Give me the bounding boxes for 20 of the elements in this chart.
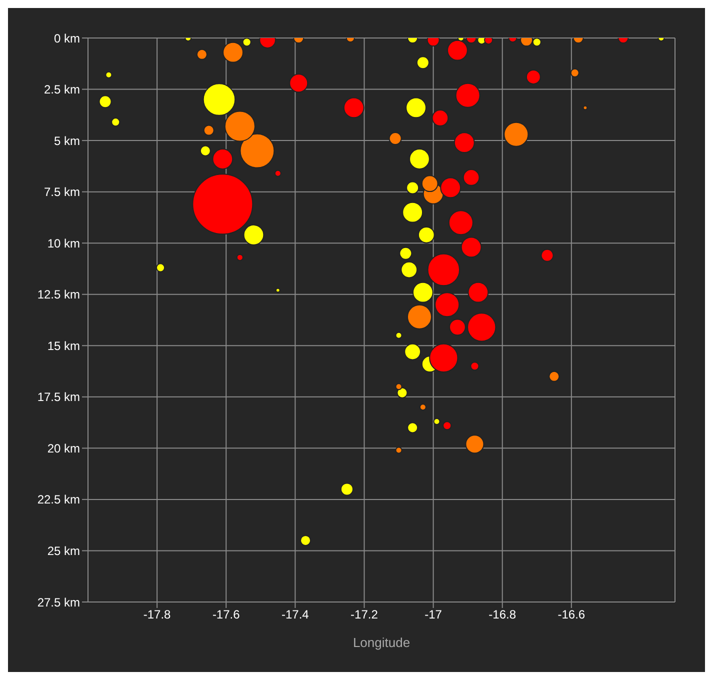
y-tick-label: 15 km — [47, 338, 80, 353]
y-tick-label: 10 km — [47, 236, 80, 250]
y-tick-label: 0 km — [54, 31, 80, 46]
y-tick-label: 17.5 km — [37, 390, 80, 404]
x-tick-label: -17.8 — [143, 608, 172, 622]
y-tick-label: 27.5 km — [37, 595, 80, 610]
x-tick-label: -17 — [424, 608, 442, 622]
y-tick-label: 25 km — [47, 544, 80, 558]
x-tick-label: -16.6 — [558, 608, 586, 622]
y-tick-label: 5 km — [54, 134, 80, 148]
x-tick-label: -17.4 — [281, 608, 310, 622]
x-tick-label: -16.8 — [488, 608, 516, 622]
y-tick-label: 2.5 km — [44, 82, 80, 97]
x-tick-label: -17.6 — [212, 608, 240, 622]
x-axis-title: Longitude — [352, 635, 410, 650]
y-tick-label: 12.5 km — [37, 288, 80, 302]
x-tick-label: -17.2 — [350, 608, 378, 622]
y-tick-label: 7.5 km — [44, 185, 80, 200]
y-tick-label: 22.5 km — [37, 492, 80, 507]
y-tick-label: 20 km — [47, 441, 80, 456]
